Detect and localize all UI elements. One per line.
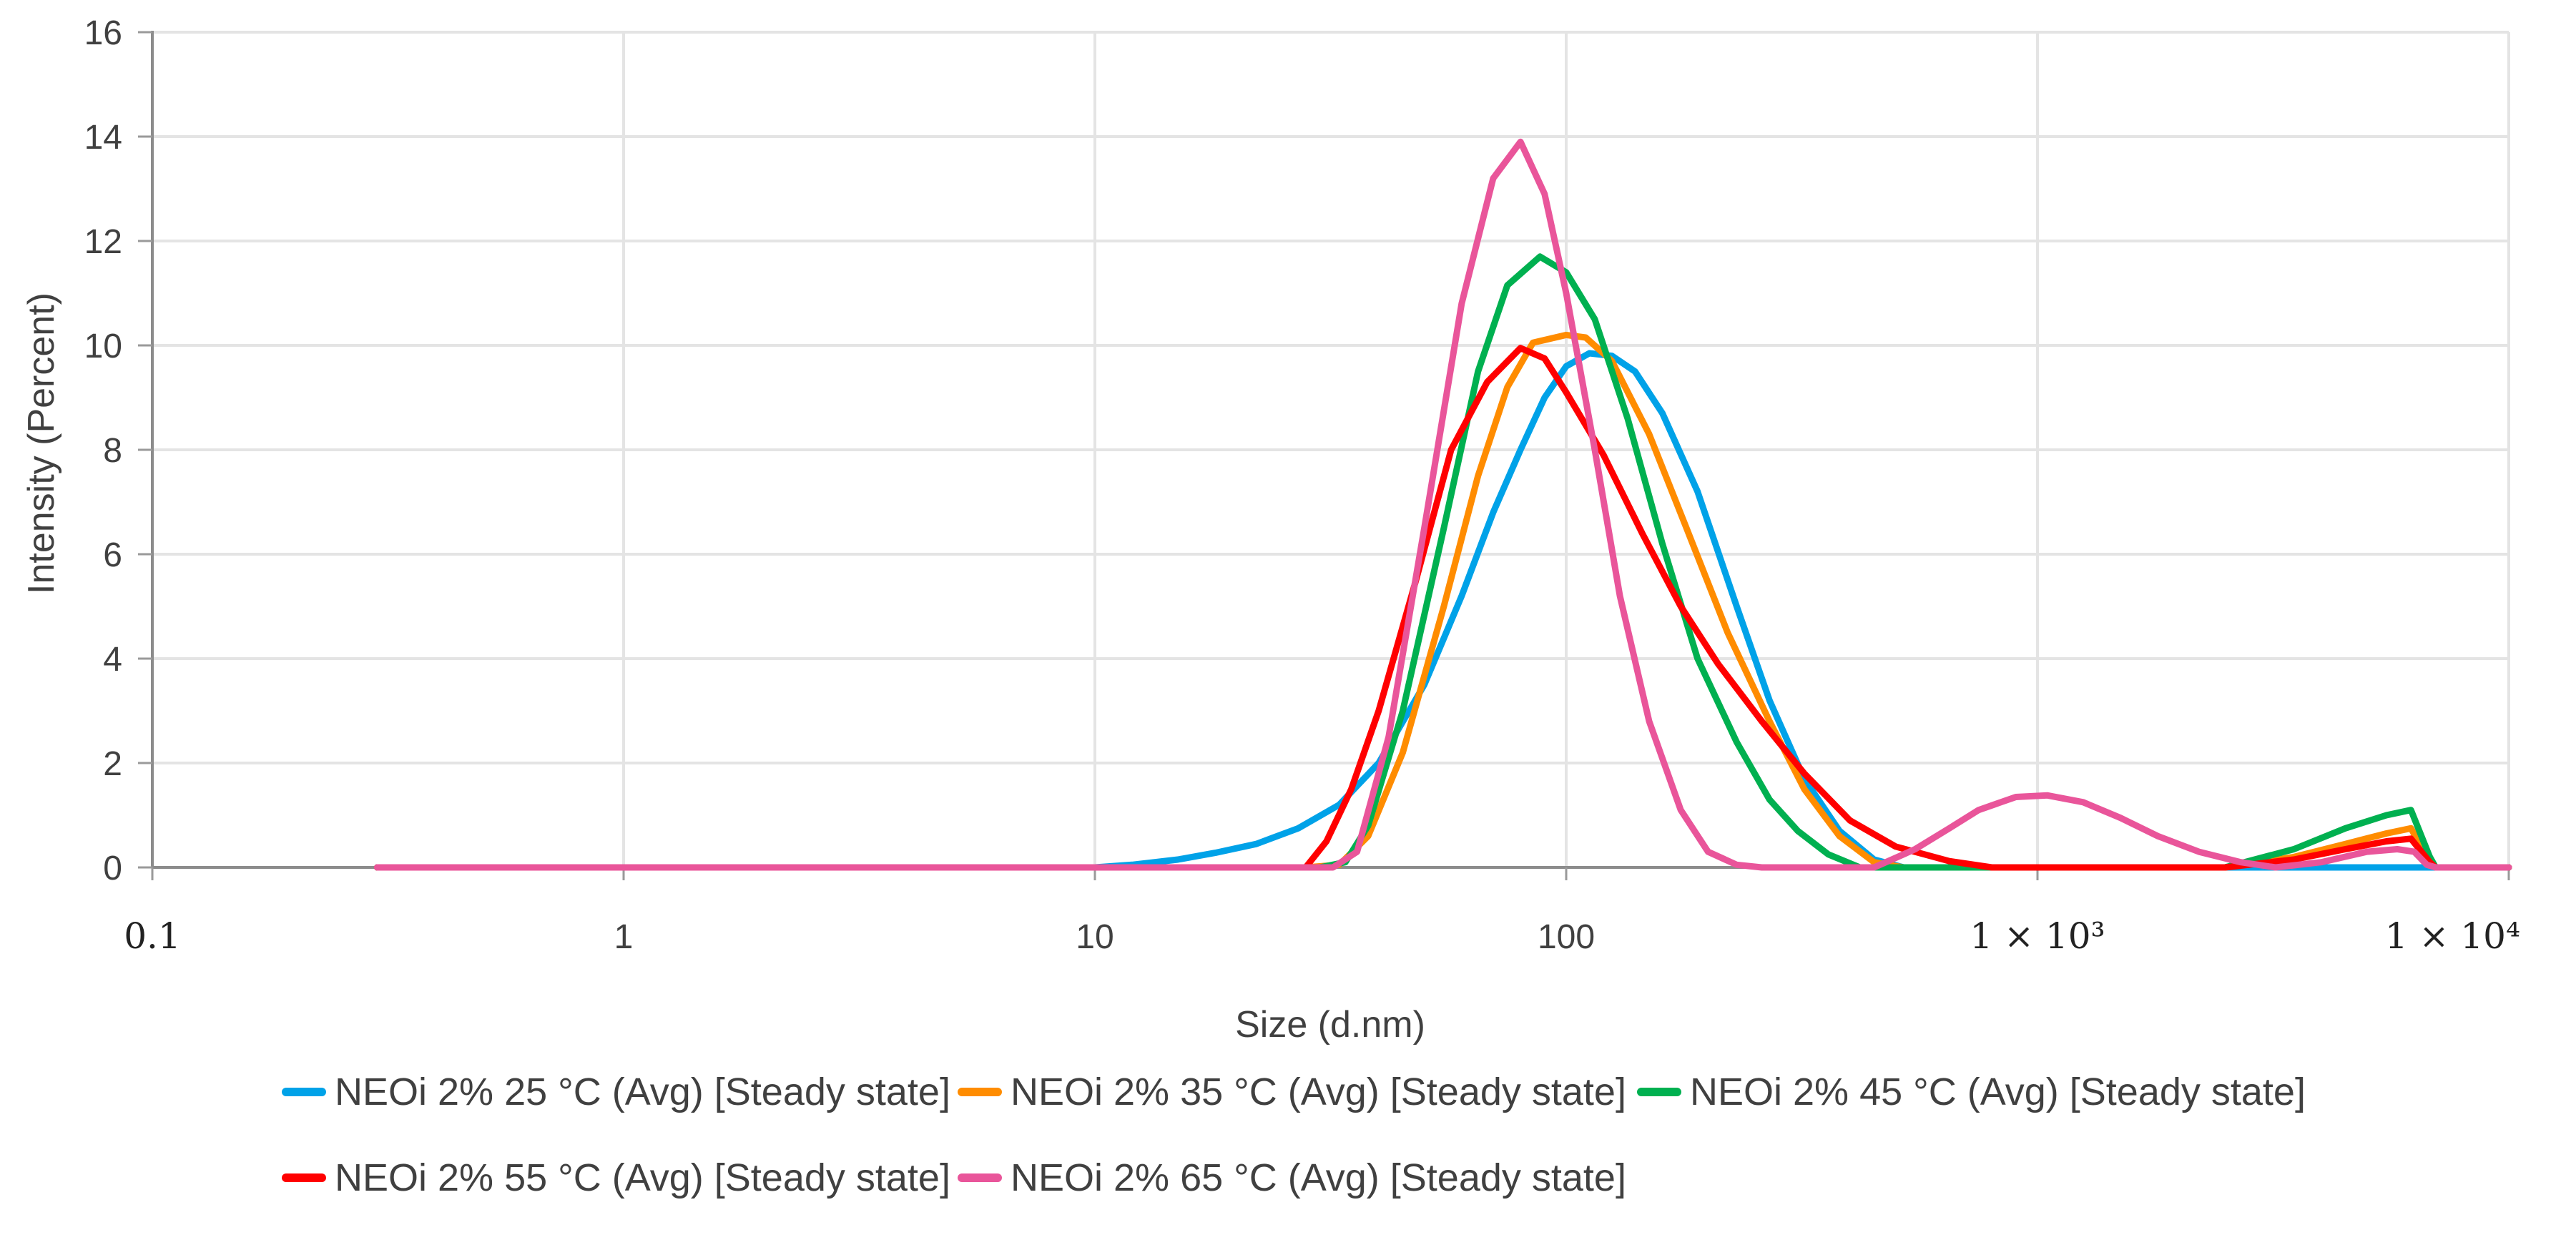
y-tick-label-0: 0 (103, 850, 122, 887)
series-line-2 (373, 331, 2512, 871)
x-tick-label-10: 10 (1076, 918, 1114, 956)
legend-label-2: NEOi 2% 35 °C (Avg) [Steady state] (1011, 1071, 1626, 1113)
y-tick-label-6: 6 (103, 536, 122, 574)
y-tick-label-4: 4 (103, 641, 122, 679)
x-axis-ticks: 0.1 1 10 100 1 × 10³ 1 × 10⁴ (124, 867, 2520, 957)
legend-label-4: NEOi 2% 55 °C (Avg) [Steady state] (335, 1156, 950, 1199)
legend-item-2: NEOi 2% 35 °C (Avg) [Steady state] (958, 1071, 1626, 1113)
series-line-5 (373, 138, 2512, 871)
x-tick-label-1: 1 (614, 918, 634, 956)
x-tick-label-1000: 1 × 10³ (1970, 915, 2105, 957)
legend-label-3: NEOi 2% 45 °C (Avg) [Steady state] (1690, 1071, 2306, 1113)
y-axis-title: Intensity (Percent) (21, 292, 62, 594)
series-line-3 (373, 253, 2512, 871)
series-line-4 (373, 345, 2512, 871)
y-tick-label-8: 8 (103, 432, 122, 470)
y-axis-ticks: 0 2 4 6 8 10 12 14 16 (84, 14, 152, 887)
series-lines (373, 138, 2512, 871)
legend-item-5: NEOi 2% 65 °C (Avg) [Steady state] (958, 1156, 1626, 1199)
y-tick-label-2: 2 (103, 745, 122, 783)
y-tick-label-14: 14 (84, 119, 122, 157)
x-tick-label-10000: 1 × 10⁴ (2385, 915, 2520, 957)
y-tick-label-12: 12 (84, 223, 122, 261)
x-axis-title: Size (d.nm) (1235, 1004, 1425, 1045)
y-tick-label-16: 16 (84, 14, 122, 52)
legend: NEOi 2% 25 °C (Avg) [Steady state] NEOi 2… (282, 1071, 2306, 1199)
y-tick-label-10: 10 (84, 328, 122, 365)
legend-label-1: NEOi 2% 25 °C (Avg) [Steady state] (335, 1071, 950, 1113)
legend-item-3: NEOi 2% 45 °C (Avg) [Steady state] (1637, 1071, 2306, 1113)
grid-lines (152, 31, 2510, 867)
series-line-1 (373, 350, 2512, 871)
legend-item-1: NEOi 2% 25 °C (Avg) [Steady state] (282, 1071, 950, 1113)
legend-label-5: NEOi 2% 65 °C (Avg) [Steady state] (1011, 1156, 1626, 1199)
x-tick-label-0.1: 0.1 (124, 915, 181, 957)
x-tick-label-100: 100 (1538, 918, 1595, 956)
legend-item-4: NEOi 2% 55 °C (Avg) [Steady state] (282, 1156, 950, 1199)
